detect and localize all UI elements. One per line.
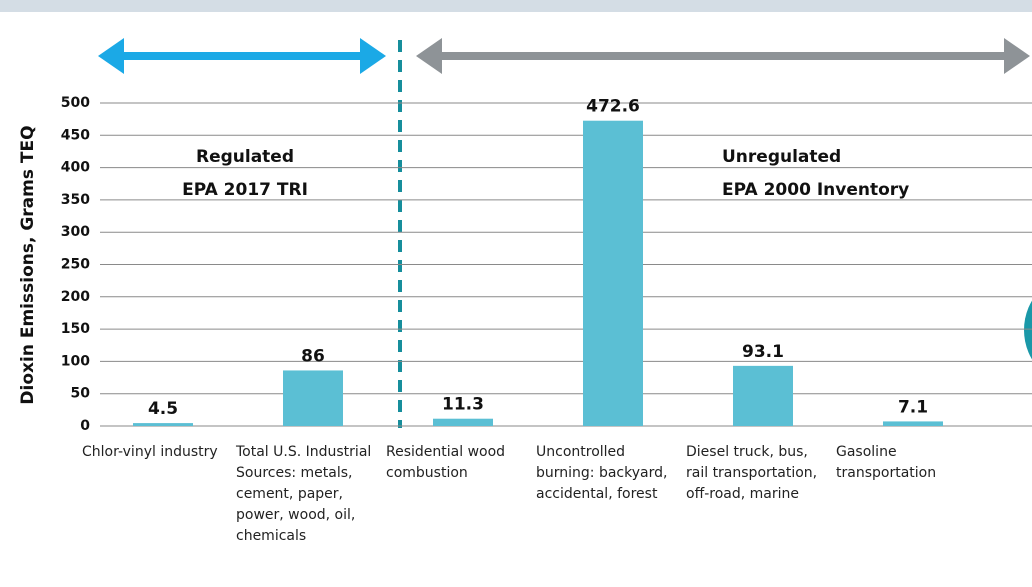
y-tick-label: 300 <box>61 224 90 240</box>
y-tick-label: 0 <box>80 418 90 434</box>
y-tick-label: 100 <box>61 353 90 369</box>
bar <box>583 120 643 426</box>
bar <box>283 370 343 426</box>
y-axis-label: Dioxin Emissions, Grams TEQ <box>18 125 38 404</box>
x-tick-label: Gasoline transportation <box>836 444 937 481</box>
x-tick-label: Uncontrolled burning: backyard, accident… <box>536 444 668 502</box>
value-label: 86 <box>301 346 325 366</box>
value-label: 7.1 <box>898 397 928 417</box>
bar <box>883 421 943 426</box>
y-tick-label: 200 <box>61 289 90 305</box>
y-tick-label: 450 <box>61 127 90 143</box>
y-tick-label: 350 <box>61 192 90 208</box>
x-tick-label: Chlor-vinyl industry <box>82 444 218 460</box>
x-tick-label: Residential wood combustion <box>386 444 506 481</box>
value-label: 4.5 <box>148 399 178 419</box>
annotation: Unregulated <box>722 147 841 167</box>
x-tick-label: Total U.S. Industrial Sources: metals, c… <box>236 444 372 544</box>
value-label: 93.1 <box>742 342 784 362</box>
bar <box>733 365 793 426</box>
x-tick-label: Diesel truck, bus, rail transportation, … <box>686 444 818 502</box>
y-tick-label: 150 <box>61 321 90 337</box>
y-tick-label: 500 <box>61 95 90 111</box>
annotation: EPA 2000 Inventory <box>722 180 909 200</box>
annotation: EPA 2017 TRI <box>182 180 308 200</box>
unregulated-arrow <box>416 38 1030 74</box>
bar <box>133 423 193 426</box>
value-label: 11.3 <box>442 395 484 415</box>
y-tick-label: 50 <box>71 386 91 402</box>
decor-circle <box>1024 300 1032 360</box>
top-band <box>0 0 1032 12</box>
regulated-arrow <box>98 38 386 74</box>
y-tick-label: 400 <box>61 160 90 176</box>
bar <box>433 418 493 426</box>
value-label: 472.6 <box>586 97 640 117</box>
annotation: Regulated <box>196 147 294 167</box>
y-tick-label: 250 <box>61 257 90 273</box>
